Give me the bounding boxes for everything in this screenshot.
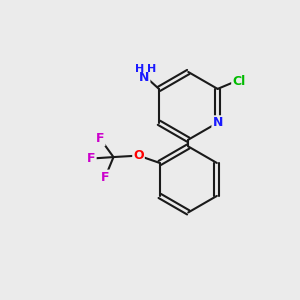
Text: O: O (133, 149, 144, 162)
Text: Cl: Cl (232, 75, 245, 88)
Text: F: F (101, 171, 110, 184)
Text: H: H (147, 64, 157, 74)
Text: N: N (139, 71, 149, 84)
Text: N: N (212, 116, 223, 129)
Text: H: H (136, 64, 145, 74)
Text: F: F (96, 132, 104, 145)
Text: F: F (87, 152, 96, 165)
